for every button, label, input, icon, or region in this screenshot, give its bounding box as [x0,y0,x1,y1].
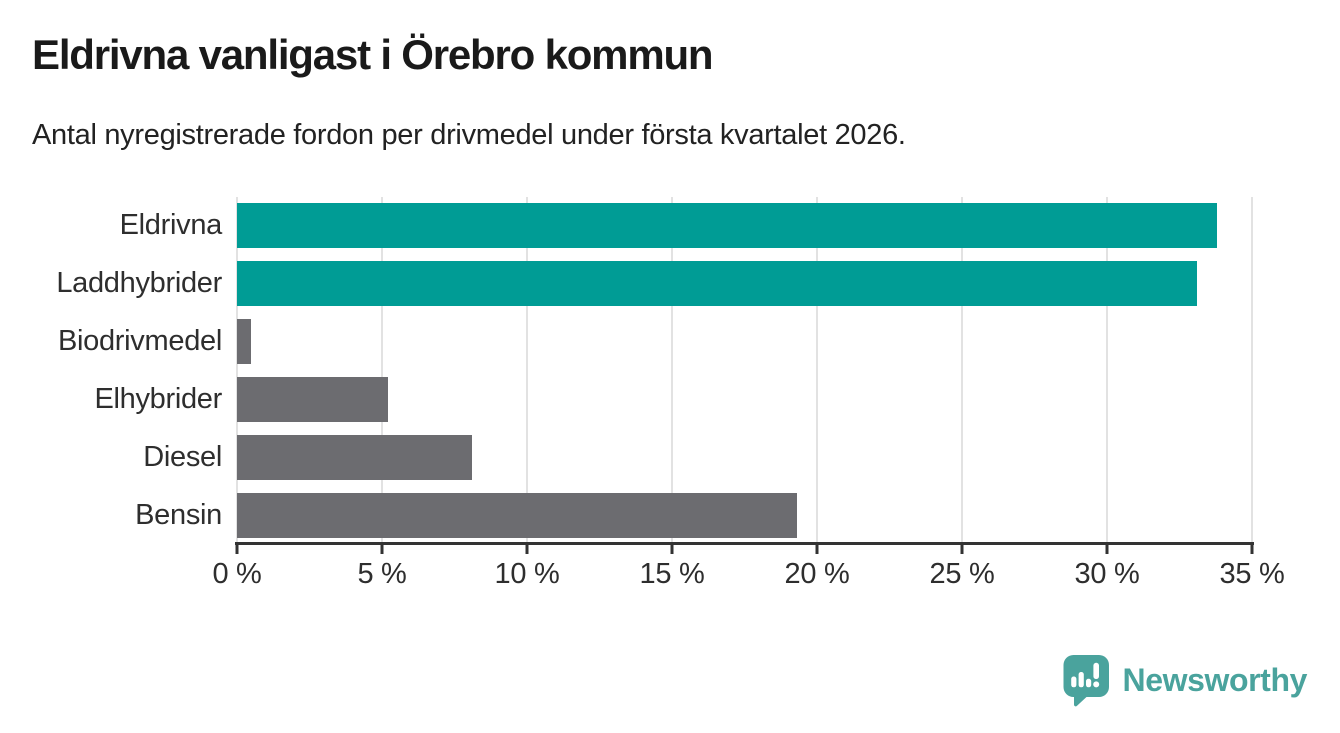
bar-bensin [237,493,797,538]
bar-label: Eldrivna [119,209,223,241]
chart-subtitle: Antal nyregistrerade fordon per drivmede… [32,119,906,151]
bar-biodrivmedel [237,319,252,364]
bar-elhybrider [237,377,388,422]
gridline [526,197,528,542]
x-tick [380,545,384,554]
x-tick-label: 15 % [639,558,705,590]
x-tick-label: 30 % [1074,558,1140,590]
x-tick-label: 35 % [1219,558,1285,590]
gridline [1106,197,1108,542]
newsworthy-logo-icon [1063,654,1109,706]
bar-laddhybrider [237,261,1197,306]
brand-footer: Newsworthy [1062,653,1308,707]
bar-label: Biodrivmedel [57,325,222,357]
x-tick-label: 5 % [357,558,407,590]
bar-label: Elhybrider [94,383,222,415]
chart-title: Eldrivna vanligast i Örebro kommun [32,31,714,78]
x-tick-label: 20 % [784,558,850,590]
x-tick-label: 10 % [494,558,560,590]
gridline [1251,197,1253,542]
gridline [816,197,818,542]
bar-diesel [237,435,472,480]
x-tick [670,545,674,554]
gridline [671,197,673,542]
x-tick [960,545,964,554]
x-tick [1105,545,1109,554]
brand-name: Newsworthy [1122,661,1308,698]
x-tick-label: 0 % [212,558,262,590]
bar-label: Laddhybrider [56,267,222,299]
x-tick [235,545,239,554]
x-tick [815,545,819,554]
bar-label: Diesel [143,441,222,473]
x-tick [525,545,529,554]
x-axis-line [235,542,1254,545]
gridline [381,197,383,542]
gridline [961,197,963,542]
bar-label: Bensin [135,499,222,531]
x-tick [1250,545,1254,554]
gridline [236,197,238,542]
x-tick-label: 25 % [929,558,995,590]
plot-area: Eldrivna Laddhybrider Biodrivmedel Elhybrid… [56,197,1285,590]
bar-eldrivna [237,203,1218,248]
